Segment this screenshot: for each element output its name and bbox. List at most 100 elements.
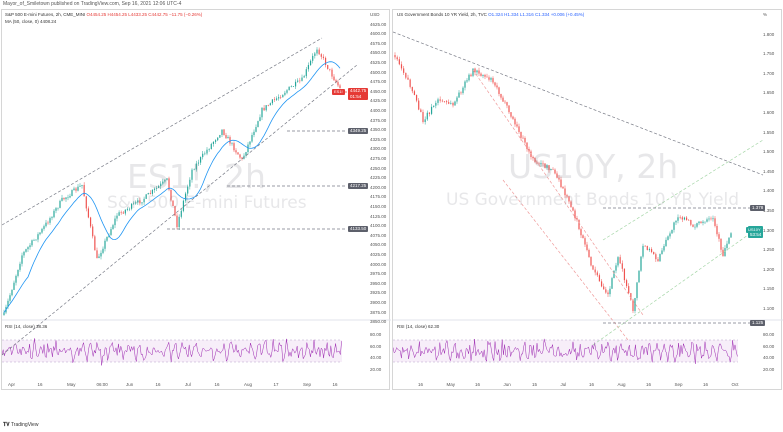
candle-body (538, 163, 540, 165)
us10y-time-tick: Aug (617, 382, 626, 387)
candle-body (669, 233, 671, 237)
us10y-rsi-legend[interactable]: RSI (14, close) 62.30 (397, 324, 440, 329)
candle-body (484, 74, 486, 77)
es-time-tick: 17 (273, 382, 279, 387)
candle-body (502, 97, 504, 102)
candle-body (630, 293, 632, 300)
us10y-time-tick: Sep (674, 382, 683, 387)
es-price-tick: 4500.00 (370, 69, 387, 75)
candle-body (510, 112, 512, 117)
candle-body (301, 77, 303, 81)
candle-body (576, 218, 578, 220)
candle-body (75, 188, 77, 191)
candle-body (613, 270, 615, 279)
candle-body (71, 190, 73, 197)
candle-body (659, 254, 661, 262)
candle-body (139, 200, 141, 204)
candle-body (339, 85, 341, 89)
us10y-yield-tick: 1.500 (763, 149, 775, 155)
candle-body (162, 181, 164, 184)
candle-body (25, 249, 27, 252)
us10y-legend-title[interactable]: US Government Bonds 10 YR Yield, 2h, TVC… (397, 12, 585, 17)
candle-body (278, 97, 280, 99)
es-time-tick: 06:00 (96, 382, 108, 387)
us10y-legend-ohlc: O1.324 H1.334 L1.316 C1.334 +0.006 (+0.4… (488, 12, 585, 17)
us10y-yield-tick: 1.150 (763, 286, 775, 292)
candle-body (27, 247, 29, 250)
es-price-tick: 4100.00 (370, 223, 387, 229)
es-rsi-tick: 60.00 (370, 343, 382, 349)
candle-body (290, 86, 292, 88)
candle-body (303, 76, 305, 78)
candle-body (124, 209, 126, 214)
us10y-yield-tick: 1.100 (763, 306, 775, 311)
candle-body (265, 105, 267, 111)
us10y-level-tag-1: 1.378 (750, 205, 766, 211)
candle-body (314, 53, 316, 56)
candle-body (673, 222, 675, 230)
es-time-tick: Jul (185, 382, 191, 387)
candle-body (208, 149, 210, 150)
candle-body (409, 79, 411, 87)
us10y-watermark-symbol: US10Y, 2h (508, 147, 679, 186)
es-time-tick: 16 (155, 382, 161, 387)
candle-body (478, 70, 480, 74)
es-price-tick: 4550.00 (370, 50, 387, 56)
candle-body (19, 263, 21, 270)
candle-body (540, 162, 542, 164)
es-legend-title[interactable]: S&P 500 E-mini Futures, 2h, CME_MINI O44… (5, 12, 203, 17)
es-price-tick: 4000.00 (370, 261, 387, 267)
candle-body (617, 257, 619, 266)
candle-body (628, 286, 630, 294)
es-chart-canvas[interactable] (2, 10, 391, 391)
candle-body (422, 112, 424, 122)
tradingview-logo-icon: 𝐓𝐕 (3, 422, 11, 428)
candle-body (63, 197, 65, 200)
candle-body (508, 105, 510, 113)
candle-body (184, 193, 187, 201)
es-legend-ma[interactable]: MA (50, close, 0) 4408.24 (5, 19, 57, 24)
es-rsi-legend[interactable]: RSI (14, close) 38.36 (5, 324, 48, 329)
candle-body (671, 229, 673, 234)
candle-body (116, 215, 118, 219)
es-time-tick: 16 (332, 382, 338, 387)
candle-body (122, 212, 124, 214)
candle-body (98, 256, 100, 259)
chart-pane-us10y[interactable]: US10Y, 2h US Government Bonds 10 YR Yiel… (392, 9, 783, 391)
es-price-tag: 4442.75 01:54 (348, 88, 369, 100)
chart-pane-es[interactable]: ES1!, 2h S&P 500 E-mini Futures S&P 500 … (1, 9, 391, 391)
candle-body (722, 249, 724, 256)
candle-body (23, 251, 25, 256)
candle-body (582, 235, 584, 239)
candle-body (450, 102, 452, 104)
candle-body (259, 117, 261, 122)
candle-body (77, 186, 79, 191)
candle-body (118, 212, 120, 216)
us10y-yield-tick: 1.650 (763, 90, 775, 96)
candle-body (239, 154, 241, 158)
candle-body (405, 72, 407, 78)
us10y-rsi-tick: 40.00 (763, 355, 775, 360)
us10y-time-tick: 16 (646, 382, 652, 387)
us10y-time-tick: Jun (503, 382, 511, 387)
candle-body (312, 55, 314, 61)
candle-body (420, 109, 422, 113)
candle-body (605, 289, 607, 293)
candle-body (512, 116, 514, 119)
candle-body (47, 222, 49, 224)
es-price-tick: 3925.00 (370, 290, 387, 296)
us10y-yield-tick: 1.700 (763, 70, 775, 76)
us10y-yield-tick: 1.400 (763, 188, 775, 194)
us10y-chart-canvas[interactable] (393, 10, 783, 391)
es-watermark-symbol: ES1!, 2h (127, 157, 266, 196)
tradingview-brand[interactable]: 𝐓𝐕 TradingView (3, 422, 39, 428)
candle-body (137, 200, 139, 203)
candle-body (149, 193, 151, 194)
candle-body (229, 137, 231, 144)
candle-body (331, 69, 333, 77)
candle-body (506, 102, 508, 106)
us10y-time-tick: 16 (418, 382, 424, 387)
candle-body (133, 203, 135, 205)
rising-upper-line (602, 139, 764, 241)
candle-body (210, 143, 212, 150)
